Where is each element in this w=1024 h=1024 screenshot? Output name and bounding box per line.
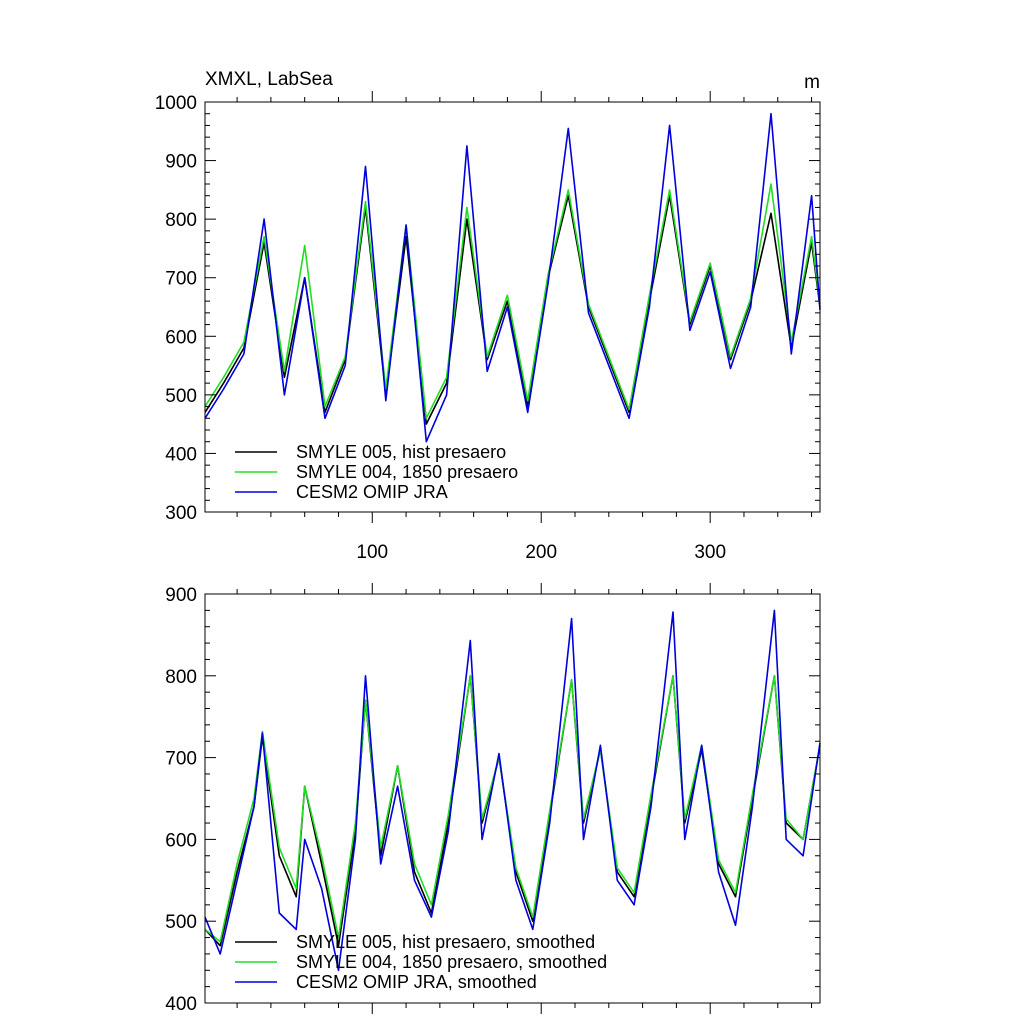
bottom-panel: 400 500 600 700 800 900 SMYLE 005, hist presae… [165,583,821,1015]
series-line-3 [204,609,821,972]
legend-label-2: SMYLE 004, 1850 presaero, smoothed [296,952,607,972]
y-tick-label: 800 [165,210,197,231]
series-line-1 [204,674,821,947]
y-tick-label: 800 [165,667,197,688]
y-tick-label: 900 [165,152,197,173]
series-line-3 [204,112,821,443]
legend-label-2: SMYLE 004, 1850 presaero [296,462,518,482]
legend-label-3: CESM2 OMIP JRA [296,482,448,502]
y-tick-label: 400 [165,994,197,1015]
x-tick-label: 300 [694,542,726,563]
x-tick-label: 100 [356,542,388,563]
chart-title: XMXL, LabSea [205,69,333,90]
legend-label-1: SMYLE 005, hist presaero, smoothed [296,932,595,952]
y-tick-label: 600 [165,830,197,851]
y-tick-label: 900 [165,585,197,606]
y-tick-label: 400 [165,444,197,465]
y-tick-label: 700 [165,749,197,770]
legend-label-3: CESM2 OMIP JRA, smoothed [296,972,537,992]
plot-frame [204,101,821,513]
top-panel: 300 400 500 600 700 800 900 1000 100 200 300 XMXL, … [155,69,821,563]
y-tick-label: 700 [165,269,197,290]
legend-label-1: SMYLE 005, hist presaero [296,442,506,462]
y-tick-label: 500 [165,386,197,407]
y-tick-label: 600 [165,327,197,348]
y-tick-label: 1000 [155,93,197,114]
y-tick-label: 300 [165,503,197,524]
units-label: m [804,72,820,93]
series-line-1 [204,194,821,425]
plot-frame [204,593,821,1004]
series-line-2 [204,183,821,420]
x-tick-label: 200 [525,542,557,563]
y-tick-label: 500 [165,912,197,933]
